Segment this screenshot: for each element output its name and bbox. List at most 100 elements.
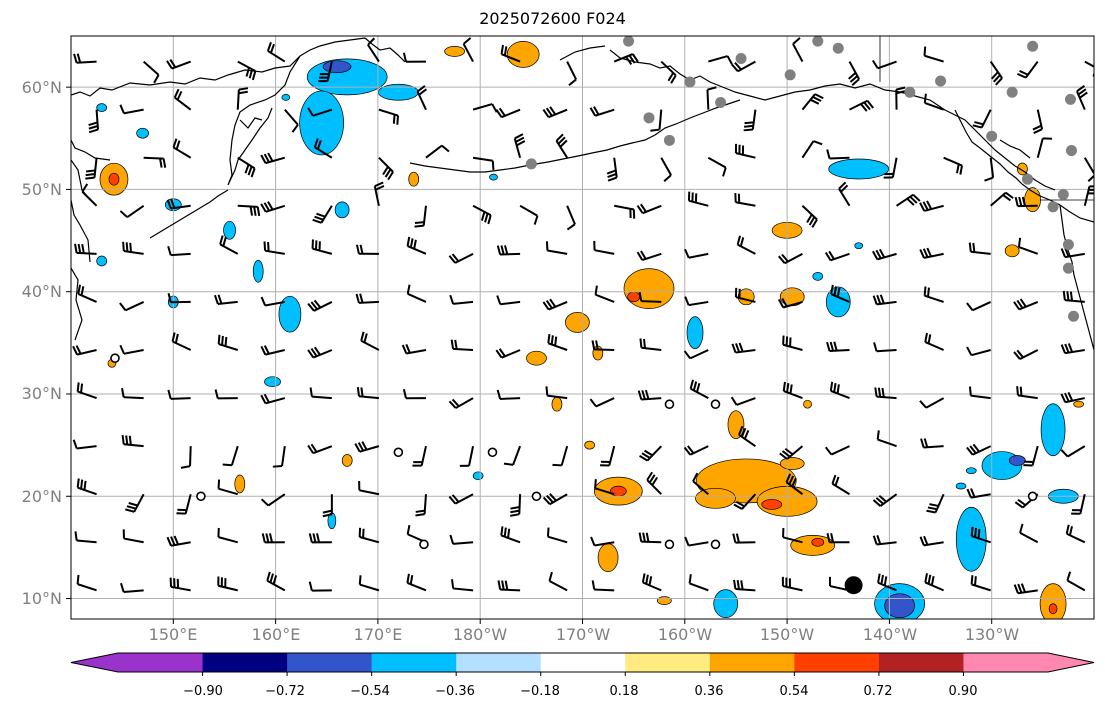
barb-flag: [449, 294, 455, 305]
wind-barb: [785, 473, 804, 496]
barb-flag: [80, 479, 84, 489]
barb-flag: [923, 286, 927, 296]
barb-flag: [119, 104, 125, 114]
precip-blob-neg2: [713, 589, 739, 619]
barb-flag: [359, 244, 364, 255]
precip-blob-pos3: [761, 499, 783, 510]
barb-flag: [167, 245, 172, 256]
wind-barb: [219, 235, 239, 255]
barb-flag: [974, 121, 984, 126]
barb-flag: [830, 533, 835, 543]
station-dot: [684, 76, 696, 88]
barb-flag: [217, 294, 223, 304]
station-dot: [1068, 310, 1080, 322]
barb-flag: [922, 201, 929, 211]
barb-flag: [244, 164, 250, 174]
wind-barb: [217, 527, 239, 544]
barb-flag: [451, 494, 460, 503]
barb-flag: [487, 214, 492, 225]
barb-flag: [542, 301, 550, 311]
station-dot: [643, 112, 655, 124]
barb-flag: [267, 201, 274, 211]
wind-barb: [849, 99, 874, 112]
barb-flag: [247, 166, 253, 176]
wind-barb: [872, 294, 897, 306]
barb-flag: [159, 158, 163, 168]
precip-blob-neg2: [472, 471, 484, 481]
calm-wind-circle: [531, 491, 542, 502]
barb-flag: [217, 479, 221, 489]
barb-flag: [1017, 237, 1022, 248]
barb-flag: [260, 203, 267, 213]
wind-barb: [167, 389, 191, 400]
precip-blob-pos2: [408, 171, 420, 187]
barb-staff: [453, 541, 474, 545]
barb-flag: [589, 398, 597, 408]
barb-flag: [382, 166, 389, 176]
wind-barb: [496, 295, 521, 306]
barb-flag: [738, 342, 744, 352]
precip-blob-pos2: [526, 350, 547, 366]
barb-staff: [547, 535, 568, 544]
barb-flag: [734, 61, 742, 71]
wind-barb: [874, 387, 897, 400]
wind-barb: [872, 535, 897, 546]
barb-staff: [736, 397, 756, 406]
wind-barb: [266, 571, 286, 592]
barb-flag: [307, 303, 315, 312]
barb-flag: [162, 158, 167, 168]
barb-flag: [166, 199, 172, 209]
barb-staff: [76, 539, 97, 544]
barb-flag: [689, 379, 694, 390]
barb-flag: [1005, 191, 1014, 199]
calm-wind-circle: [1027, 491, 1038, 502]
wind-barb: [826, 341, 850, 353]
barb-staff: [312, 108, 333, 117]
wind-barb: [600, 445, 616, 467]
barb-flag: [260, 296, 267, 306]
coastlines: [71, 36, 1094, 351]
coast-us-west: [1059, 204, 1094, 351]
barb-flag: [966, 446, 974, 456]
colorbar-bin: [456, 653, 542, 672]
barb-flag: [993, 74, 1001, 83]
barb-flag: [833, 286, 838, 296]
wind-barb: [838, 181, 851, 207]
barb-flag: [497, 580, 502, 590]
station-dot: [1057, 189, 1069, 201]
wind-barb: [545, 241, 568, 255]
wind-barb: [1017, 237, 1039, 255]
wind-barb: [731, 342, 756, 354]
barb-flag: [684, 248, 690, 259]
wind-barb: [883, 157, 898, 179]
barb-flag: [1069, 291, 1074, 301]
barb-flag: [851, 78, 860, 86]
wind-barb: [792, 37, 804, 63]
barb-staff: [641, 300, 662, 303]
precip-blob-neg3: [1008, 455, 1026, 466]
barb-flag: [880, 574, 884, 585]
wind-barb: [307, 346, 333, 359]
wind-barb: [510, 494, 522, 517]
barb-flag: [263, 241, 267, 251]
barb-flag: [566, 223, 576, 231]
barb-flag: [640, 203, 647, 213]
wind-barb: [358, 480, 380, 496]
precip-blob-neg2: [686, 316, 704, 349]
barb-flag: [169, 59, 177, 68]
colorbar-bin: [709, 653, 795, 672]
station-dot: [735, 53, 747, 65]
barb-flag: [125, 435, 129, 445]
wind-barb: [237, 204, 261, 217]
barb-flag: [1020, 583, 1027, 593]
barb-flag: [791, 477, 797, 487]
barb-flag: [555, 133, 564, 142]
barb-flag: [788, 475, 795, 485]
barb-flag: [374, 181, 384, 188]
barb-flag: [248, 69, 254, 79]
wind-barb: [142, 60, 160, 84]
lon-ticks: [172, 619, 993, 624]
colorbar-bin: [625, 653, 711, 672]
barb-flag: [85, 176, 95, 180]
barb-flag: [874, 387, 878, 397]
